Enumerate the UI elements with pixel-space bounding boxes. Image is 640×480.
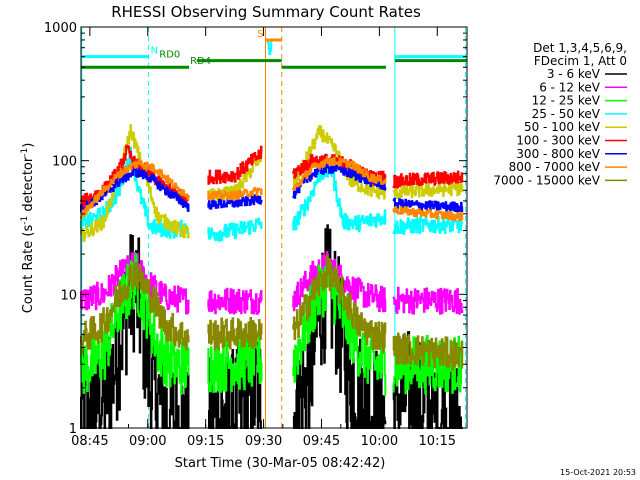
series-4-segment-5 [392, 216, 464, 235]
attenuator-label-0: N [151, 46, 158, 57]
series-2 [80, 250, 464, 315]
series-6-segment-4 [392, 170, 464, 189]
series-7-segment-2 [207, 194, 263, 210]
series-8-segment-2 [207, 187, 263, 201]
series-9 [80, 255, 464, 371]
y-axis-label-sup2: -1 [20, 148, 30, 157]
x-tick-label-1: 09:00 [129, 434, 166, 449]
data-gap-label-0: RD0 [159, 50, 180, 61]
y-axis-label: Count Rate (s-1 detector-1) [20, 143, 36, 314]
series-8 [80, 156, 464, 222]
legend-entry-label-1: 3 - 6 keV [547, 67, 601, 81]
legend-entry-label-2: 6 - 12 keV [539, 80, 601, 94]
series-4-segment-2 [207, 217, 263, 242]
series-2-segment-3 [292, 250, 387, 313]
attenuator-label-2: S [257, 29, 263, 40]
series-8-segment-1 [80, 159, 190, 220]
series-5-segment-1 [80, 124, 190, 242]
series-8-segment-3 [292, 156, 387, 191]
legend-header-line-1: Det 1,3,4,5,6,9, [533, 41, 627, 55]
legend-entry-label-3: 12 - 25 keV [532, 94, 601, 108]
y-axis-label-sup1: -1 [20, 216, 30, 225]
legend-entry-label-8: 800 - 7000 keV [509, 160, 601, 174]
legend-entry-label-9: 7000 - 15000 keV [493, 173, 600, 187]
series-2-segment-2 [207, 287, 263, 315]
data-gap-label-1: RD4 [190, 56, 211, 67]
x-tick-label-6: 10:15 [419, 434, 456, 449]
x-axis-ticks: 08:45 09:00 09:15 09:30 09:45 10:00 10:15 [71, 27, 458, 449]
legend-entry-label-7: 300 - 800 keV [516, 147, 600, 161]
x-tick-label-4: 09:45 [303, 434, 340, 449]
series-8-segment-4 [392, 206, 464, 222]
series-2-segment-4 [392, 286, 464, 315]
series-9-segment-3 [292, 255, 387, 354]
series-2-segment-1 [80, 252, 190, 315]
y-axis-label-end: ) [21, 143, 36, 148]
x-tick-label-0: 08:45 [71, 434, 108, 449]
legend-entry-label-4: 25 - 50 keV [532, 107, 601, 121]
x-tick-label-5: 10:00 [361, 434, 398, 449]
series-9-segment-1 [80, 262, 190, 355]
x-tick-label-3: 09:30 [245, 434, 282, 449]
legend-entry-label-5: 50 - 100 keV [524, 120, 601, 134]
plot-frame [80, 26, 468, 429]
y-tick-label-0: 1 [69, 422, 77, 437]
y-tick-label-1: 10 [60, 288, 77, 303]
legend-header-line-2: FDecim 1, Att 0 [534, 54, 627, 68]
series-9-segment-2 [207, 317, 263, 351]
x-tick-label-2: 09:15 [187, 434, 224, 449]
y-axis-ticks: 1 10 100 1000 [44, 21, 467, 437]
y-axis-label-mid: detector [21, 156, 36, 216]
y-tick-label-2: 100 [52, 155, 77, 170]
footer-timestamp: 15-Oct-2021 20:53 [560, 468, 636, 477]
legend-entry-label-6: 100 - 300 keV [516, 134, 600, 148]
series-4-segment-4 [292, 162, 387, 233]
series-6-segment-2 [207, 145, 263, 185]
y-axis-label-main: Count Rate (s [21, 225, 36, 314]
legend: Det 1,3,4,5,6,9, FDecim 1, Att 0 3 - 6 k… [493, 41, 627, 187]
series-5-segment-4 [392, 182, 464, 199]
x-axis-label: Start Time (30-Mar-05 08:42:42) [175, 456, 386, 471]
y-tick-label-3: 1000 [44, 21, 77, 36]
chart-title: RHESSI Observing Summary Count Rates [111, 3, 421, 21]
series-4-segment-3 [267, 40, 273, 56]
series-9-segment-4 [392, 332, 464, 371]
